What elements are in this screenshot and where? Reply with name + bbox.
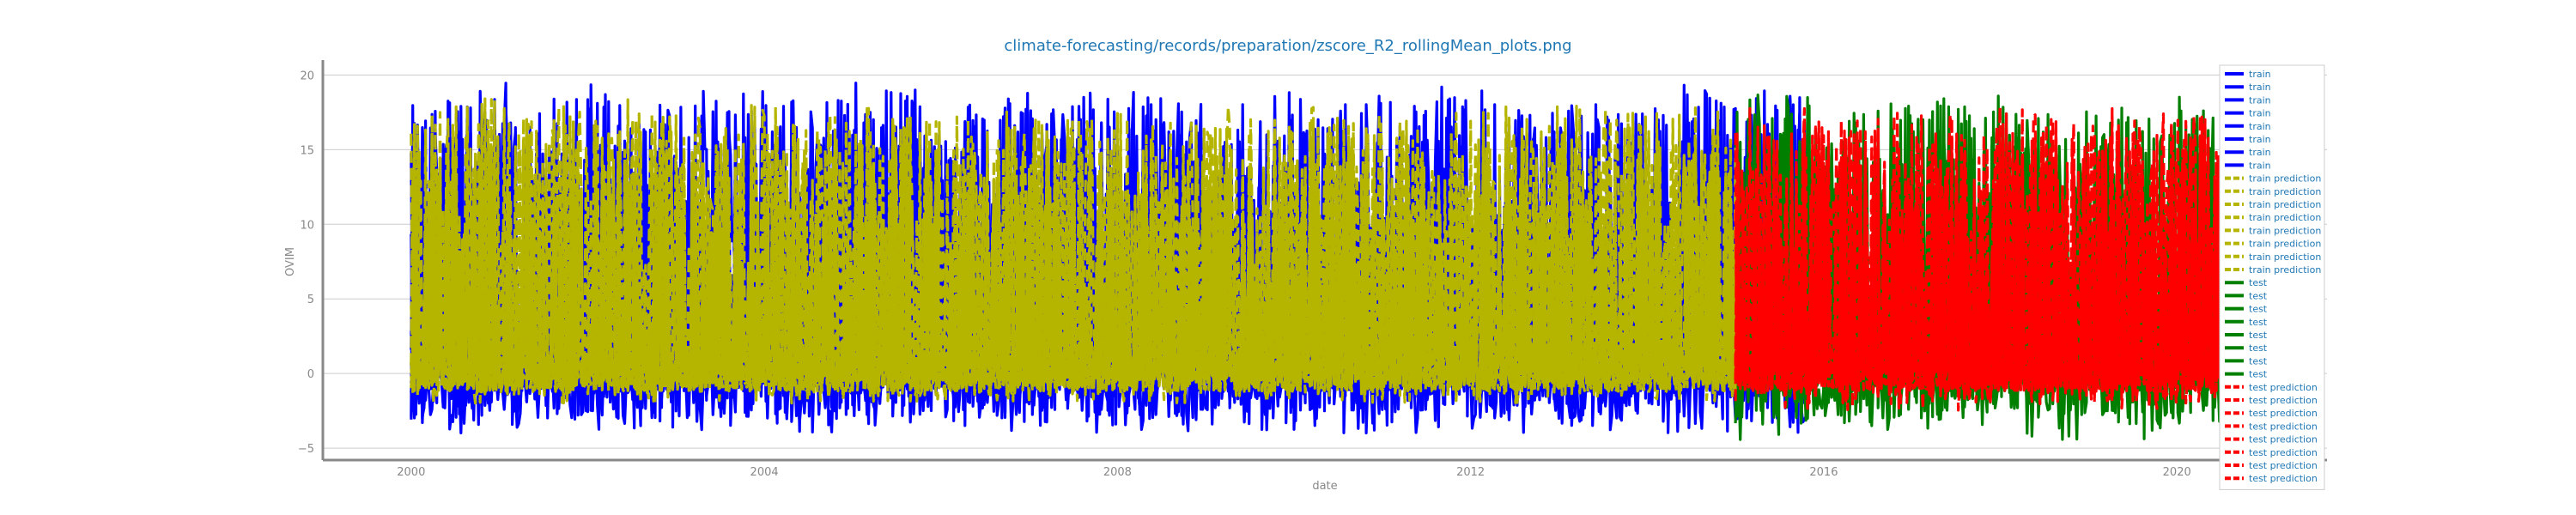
x-tick-label: 2008 xyxy=(1103,466,1132,479)
y-tick-label: 15 xyxy=(300,144,314,157)
legend-label: train prediction xyxy=(2249,251,2321,263)
series-line-test-prediction xyxy=(1734,126,2258,397)
legend-label: test xyxy=(2249,342,2268,354)
series-line-train-prediction xyxy=(410,127,1737,397)
legend-label: train prediction xyxy=(2249,212,2321,223)
legend-label: train xyxy=(2249,147,2271,158)
y-tick-label: 0 xyxy=(307,368,314,381)
legend-label: test prediction xyxy=(2249,434,2318,445)
legend-box xyxy=(2219,64,2325,490)
legend-label: test prediction xyxy=(2249,473,2318,484)
legend-label: train prediction xyxy=(2249,264,2321,276)
legend-label: train prediction xyxy=(2249,239,2321,250)
axis-ticks: −5 0 5 10 15 20 2000 2004 2008 2012 2016 2020 xyxy=(298,70,2191,479)
y-tick-label: −5 xyxy=(298,443,314,456)
legend-label: train xyxy=(2249,82,2271,93)
chart-title: climate-forecasting/records/preparation/… xyxy=(1004,37,1571,55)
legend-label: train prediction xyxy=(2249,225,2321,236)
legend-label: train xyxy=(2249,160,2271,171)
y-tick-label: 20 xyxy=(300,70,314,82)
legend-label: test xyxy=(2249,355,2268,367)
legend-label: test prediction xyxy=(2249,382,2318,393)
y-tick-label: 10 xyxy=(300,219,314,232)
legend-label: train xyxy=(2249,69,2271,80)
legend-label: train xyxy=(2249,134,2271,145)
x-tick-label: 2020 xyxy=(2163,466,2191,479)
legend-label: test xyxy=(2249,304,2268,315)
legend-label: test prediction xyxy=(2249,447,2318,458)
legend-label: train prediction xyxy=(2249,199,2321,210)
legend: traintraintraintraintraintraintraintrain… xyxy=(2219,64,2325,490)
legend-label: train prediction xyxy=(2249,173,2321,185)
legend-label: test xyxy=(2249,290,2268,301)
legend-label: test xyxy=(2249,317,2268,328)
plot-area xyxy=(410,82,2258,441)
series-line-test-prediction xyxy=(1734,130,2258,397)
legend-label: test prediction xyxy=(2249,421,2318,432)
legend-label: train xyxy=(2249,108,2271,119)
y-tick-label: 5 xyxy=(307,294,314,306)
x-tick-label: 2004 xyxy=(750,466,779,479)
legend-label: test prediction xyxy=(2249,408,2318,419)
x-tick-label: 2000 xyxy=(397,466,425,479)
legend-label: train xyxy=(2249,94,2271,106)
legend-label: train prediction xyxy=(2249,186,2321,197)
legend-label: test xyxy=(2249,330,2268,341)
x-axis-label: date xyxy=(1312,480,1337,493)
legend-label: test xyxy=(2249,277,2268,288)
legend-label: test prediction xyxy=(2249,460,2318,471)
legend-label: test prediction xyxy=(2249,395,2318,406)
x-tick-label: 2012 xyxy=(1456,466,1485,479)
legend-label: train xyxy=(2249,121,2271,132)
y-axis-label: OVIM xyxy=(284,247,297,276)
x-tick-label: 2016 xyxy=(1809,466,1838,479)
legend-label: test xyxy=(2249,369,2268,380)
